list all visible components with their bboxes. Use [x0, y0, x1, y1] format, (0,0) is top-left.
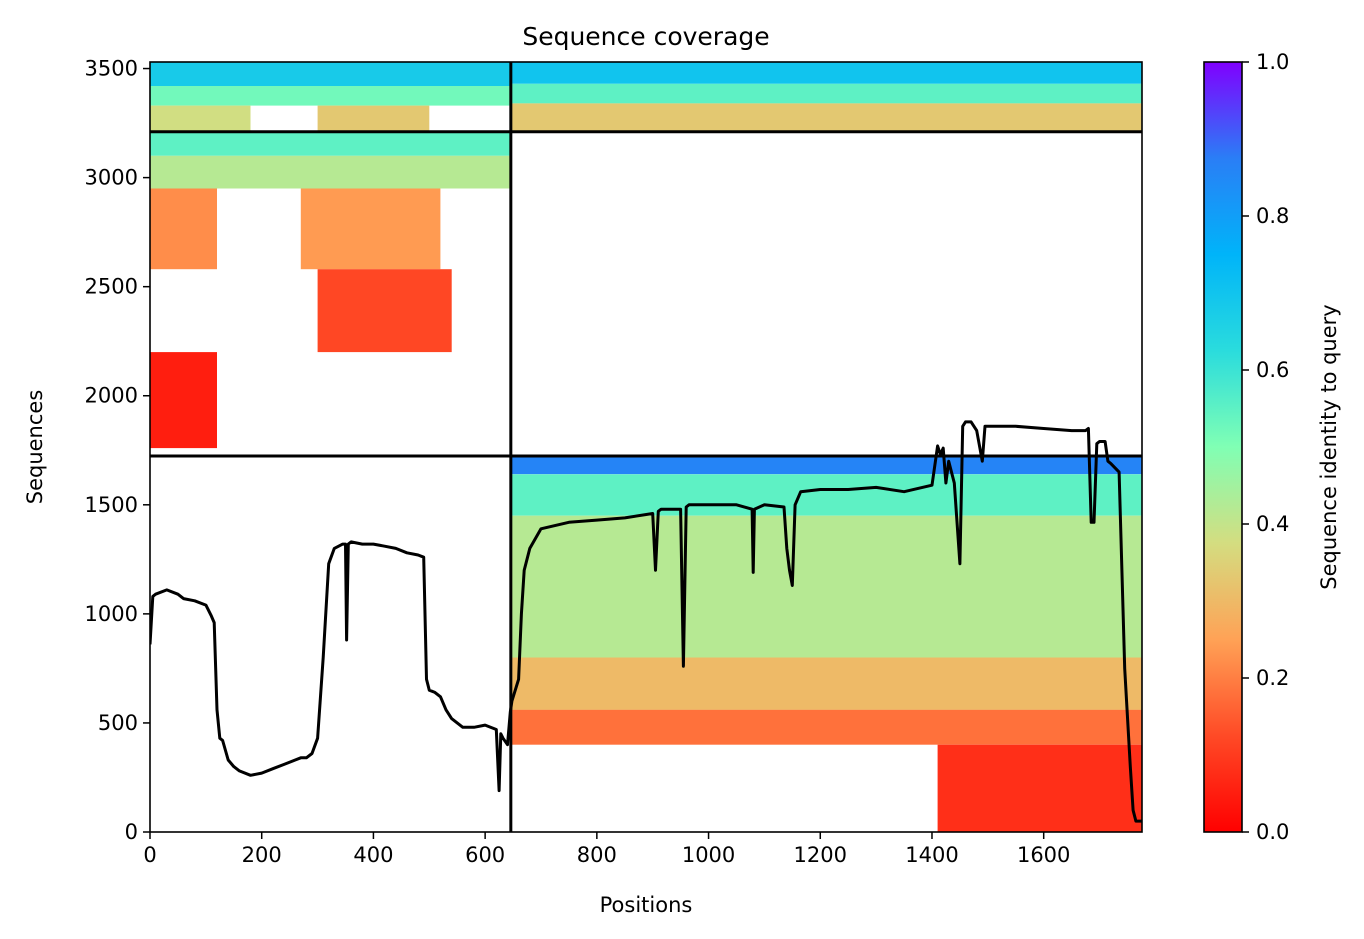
plot-frame [149, 61, 1143, 833]
coverage-band-6 [510, 103, 1142, 131]
x-axis-label: Positions [600, 893, 693, 917]
y-tick-label: 3500 [85, 57, 138, 81]
coverage-band-10 [300, 188, 441, 270]
coverage-band-4 [510, 62, 1142, 84]
y-tick-label: 1500 [85, 493, 138, 517]
chart-title: Sequence coverage [522, 22, 769, 51]
colorbar-tick-label: 1.0 [1256, 50, 1289, 74]
coverage-band-9 [150, 188, 217, 270]
coverage-band-18 [937, 744, 1142, 832]
coverage-band-15 [510, 515, 1142, 658]
x-tick-label: 1400 [905, 843, 958, 867]
coverage-band-8 [150, 155, 511, 189]
y-tick-label: 1000 [85, 602, 138, 626]
coverage-band-16 [510, 657, 1142, 710]
colorbar-tick-label: 0.8 [1256, 204, 1289, 228]
y-tick-label: 2500 [85, 275, 138, 299]
coverage-band-13 [510, 455, 1142, 475]
y-tick-label: 500 [98, 711, 138, 735]
coverage-band-12 [150, 352, 217, 449]
coverage-band-5 [510, 83, 1142, 104]
coverage-band-1 [150, 86, 511, 106]
colorbar: 0.0 0.2 0.4 0.6 0.8 1.0 Sequence identity to … [1203, 50, 1341, 844]
y-tick-label: 2000 [85, 384, 138, 408]
colorbar-frame [1203, 61, 1243, 833]
coverage-band-2 [150, 105, 251, 131]
colorbar-label: Sequence identity to query [1317, 304, 1341, 589]
coverage-band-7 [150, 131, 511, 156]
x-tick-label: 800 [577, 843, 617, 867]
coverage-bands [150, 62, 1142, 832]
y-tick-label: 0 [125, 820, 138, 844]
coverage-band-0 [150, 62, 511, 86]
x-tick-label: 1000 [682, 843, 735, 867]
x-tick-label: 600 [465, 843, 505, 867]
colorbar-tick-label: 0.4 [1256, 512, 1289, 536]
x-tick-label: 200 [242, 843, 282, 867]
colorbar-gradient [1204, 62, 1242, 832]
coverage-band-3 [317, 105, 430, 131]
coverage-band-14 [510, 474, 1142, 516]
coverage-band-11 [317, 269, 452, 353]
colorbar-tick-label: 0.0 [1256, 820, 1289, 844]
x-tick-label: 400 [353, 843, 393, 867]
x-axis-ticks: 0 200 400 600 800 1000 1200 1400 1600 [143, 832, 1070, 867]
x-tick-label: 1600 [1017, 843, 1070, 867]
y-axis-label: Sequences [23, 390, 47, 505]
y-tick-label: 3000 [85, 166, 138, 190]
colorbar-tick-label: 0.6 [1256, 358, 1289, 382]
x-tick-label: 1200 [794, 843, 847, 867]
y-axis-ticks: 0 500 1000 1500 2000 2500 3000 3500 [85, 57, 150, 844]
coverage-band-17 [510, 709, 1142, 745]
coverage-line [150, 420, 1142, 823]
x-tick-label: 0 [143, 843, 156, 867]
coverage-line-layer [150, 420, 1142, 823]
colorbar-ticks: 0.0 0.2 0.4 0.6 0.8 1.0 [1242, 50, 1289, 844]
colorbar-tick-label: 0.2 [1256, 666, 1289, 690]
